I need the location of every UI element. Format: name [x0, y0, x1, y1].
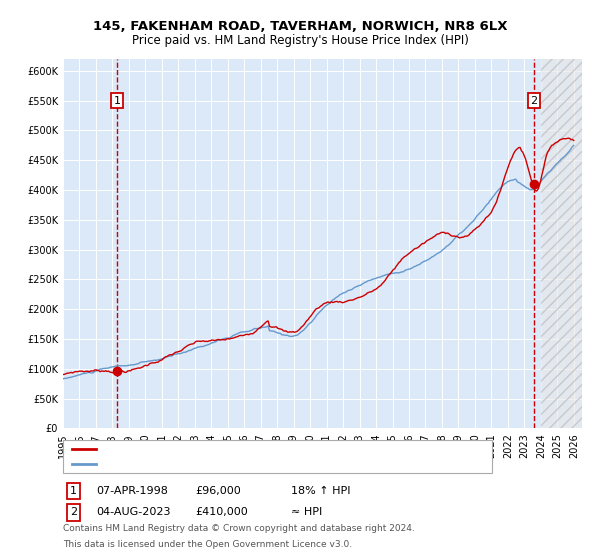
Text: 18% ↑ HPI: 18% ↑ HPI [291, 486, 350, 496]
Bar [541, 59, 582, 428]
Bar [541, 59, 582, 428]
Text: 04-AUG-2023: 04-AUG-2023 [96, 507, 170, 517]
Text: Price paid vs. HM Land Registry's House Price Index (HPI): Price paid vs. HM Land Registry's House … [131, 34, 469, 46]
Text: Contains HM Land Registry data © Crown copyright and database right 2024.: Contains HM Land Registry data © Crown c… [63, 524, 415, 533]
Text: HPI: Average price, detached house, Broadland: HPI: Average price, detached house, Broa… [101, 459, 347, 469]
Text: 1: 1 [70, 486, 77, 496]
Text: 2: 2 [530, 96, 538, 105]
Text: This data is licensed under the Open Government Licence v3.0.: This data is licensed under the Open Gov… [63, 540, 352, 549]
Text: £96,000: £96,000 [195, 486, 241, 496]
Text: 1: 1 [113, 96, 121, 105]
Text: 145, FAKENHAM ROAD, TAVERHAM, NORWICH, NR8 6LX (detached house): 145, FAKENHAM ROAD, TAVERHAM, NORWICH, N… [101, 444, 484, 454]
Text: £410,000: £410,000 [195, 507, 248, 517]
Text: 07-APR-1998: 07-APR-1998 [96, 486, 168, 496]
Text: ≈ HPI: ≈ HPI [291, 507, 322, 517]
Text: 2: 2 [70, 507, 77, 517]
Text: 145, FAKENHAM ROAD, TAVERHAM, NORWICH, NR8 6LX: 145, FAKENHAM ROAD, TAVERHAM, NORWICH, N… [93, 20, 507, 32]
